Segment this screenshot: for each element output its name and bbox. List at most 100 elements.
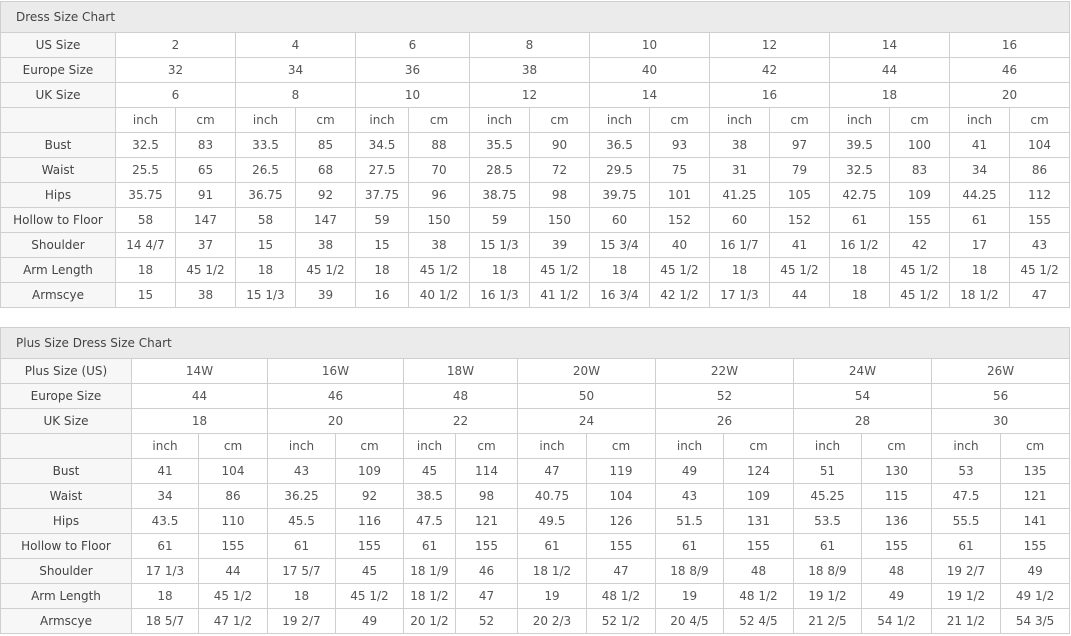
size-cell: 44: [829, 57, 950, 83]
row-label: UK Size: [0, 408, 132, 434]
measurement-cell: 18: [115, 257, 176, 283]
unit-cm: cm: [455, 433, 518, 459]
measurement-cell: 18: [131, 583, 199, 609]
measurement-cell: 38: [295, 232, 356, 258]
measurement-cell: 112: [1008, 182, 1071, 208]
measurement-cell: 15: [235, 232, 296, 258]
size-cell: 12: [709, 32, 830, 58]
measurement-cell: 27.5: [355, 157, 409, 183]
measurement-cell: 61: [267, 533, 336, 559]
measurement-cell: 83: [175, 132, 236, 158]
row-label: UK Size: [0, 82, 116, 108]
measurement-cell: 58: [115, 207, 176, 233]
size-cell: 56: [930, 383, 1071, 409]
measurement-row: Armscye 15 38 15 1/3 39 16 40 1/2 16 1/3 41 1/2 1…: [0, 282, 1071, 308]
measurement-cell: 45 1/2: [889, 257, 950, 283]
measurement-cell: 98: [529, 182, 590, 208]
measurement-row: Bust 32.5 83 33.5 85 34.5 88 35.5 90 36.5 93 38 97 39…: [0, 132, 1071, 158]
size-cell: 20W: [517, 358, 656, 384]
measurement-cell: 36.5: [589, 132, 650, 158]
measurement-cell: 135: [999, 458, 1071, 484]
measurement-cell: 104: [198, 458, 268, 484]
measurement-cell: 45 1/2: [335, 583, 404, 609]
size-cell: 4: [235, 32, 356, 58]
unit-cm: cm: [335, 433, 404, 459]
measurement-row: Arm Length 18 45 1/2 18 45 1/2 18 1/2 47 19 48 1…: [0, 583, 1071, 609]
unit-inch: inch: [267, 433, 336, 459]
size-cell: 20: [267, 408, 404, 434]
measurement-cell: 39: [529, 232, 590, 258]
unit-cm: cm: [889, 107, 950, 133]
size-cell: 44: [131, 383, 268, 409]
measurement-cell: 15 1/3: [235, 282, 296, 308]
size-row: UK Size 18 20 22 24 26 28 30: [0, 408, 1071, 434]
measurement-cell: 39: [295, 282, 356, 308]
size-cell: 52: [655, 383, 794, 409]
size-cell: 40: [589, 57, 710, 83]
measurement-cell: 47: [586, 558, 656, 584]
measurement-cell: 155: [999, 533, 1071, 559]
measurement-cell: 45.5: [267, 508, 336, 534]
unit-inch: inch: [115, 107, 176, 133]
measurement-cell: 41: [131, 458, 199, 484]
unit-row: inch cm inch cm inch cm inch cm inch cm inch cm inch…: [0, 433, 1071, 459]
size-cell: 14: [589, 82, 710, 108]
row-label: Waist: [0, 157, 116, 183]
size-cell: 8: [235, 82, 356, 108]
measurement-cell: 155: [335, 533, 404, 559]
row-label-empty: [0, 107, 116, 133]
measurement-cell: 155: [455, 533, 518, 559]
measurement-cell: 83: [889, 157, 950, 183]
unit-inch: inch: [793, 433, 862, 459]
measurement-cell: 47: [517, 458, 587, 484]
unit-cm: cm: [198, 433, 268, 459]
size-cell: 16: [948, 32, 1071, 58]
measurement-cell: 155: [861, 533, 932, 559]
measurement-cell: 104: [1008, 132, 1071, 158]
size-cell: 36: [355, 57, 470, 83]
measurement-cell: 26.5: [235, 157, 296, 183]
measurement-cell: 14 4/7: [115, 232, 176, 258]
title-row: Plus Size Dress Size Chart: [0, 327, 1071, 359]
measurement-cell: 91: [175, 182, 236, 208]
size-cell: 16: [709, 82, 830, 108]
measurement-cell: 155: [198, 533, 268, 559]
measurement-cell: 61: [517, 533, 587, 559]
measurement-row: Hollow to Floor 61 155 61 155 61 155 61 155 61 155…: [0, 533, 1071, 559]
size-cell: 32: [115, 57, 236, 83]
measurement-cell: 79: [769, 157, 830, 183]
row-label: Hips: [0, 508, 132, 534]
measurement-cell: 49 1/2: [999, 583, 1071, 609]
plus-size-dress-size-chart-table: Plus Size Dress Size Chart Plus Size (US)…: [0, 327, 1071, 634]
measurement-cell: 54 1/2: [861, 608, 932, 634]
row-label: Bust: [0, 132, 116, 158]
measurement-row: Hollow to Floor 58 147 58 147 59 150 59 150 60 152…: [0, 207, 1071, 233]
measurement-cell: 38: [175, 282, 236, 308]
measurement-cell: 45 1/2: [408, 257, 470, 283]
size-row: Plus Size (US) 14W 16W 18W 20W 22W 24W 26W: [0, 358, 1071, 384]
measurement-cell: 18: [267, 583, 336, 609]
measurement-cell: 48: [723, 558, 794, 584]
measurement-cell: 101: [649, 182, 710, 208]
row-label: Waist: [0, 483, 132, 509]
measurement-cell: 86: [198, 483, 268, 509]
size-cell: 8: [469, 32, 590, 58]
measurement-cell: 88: [408, 132, 470, 158]
measurement-cell: 35.75: [115, 182, 176, 208]
measurement-cell: 52 4/5: [723, 608, 794, 634]
dress-size-chart-table: Dress Size Chart US Size 2 4 6 8 10 12 14 16 Europ…: [0, 1, 1071, 308]
measurement-cell: 15 3/4: [589, 232, 650, 258]
measurement-cell: 18: [235, 257, 296, 283]
row-label: Hips: [0, 182, 116, 208]
measurement-cell: 53.5: [793, 508, 862, 534]
measurement-cell: 41.25: [709, 182, 770, 208]
measurement-cell: 96: [408, 182, 470, 208]
measurement-cell: 47 1/2: [198, 608, 268, 634]
measurement-cell: 53: [931, 458, 1001, 484]
measurement-cell: 48 1/2: [586, 583, 656, 609]
measurement-cell: 115: [861, 483, 932, 509]
measurement-cell: 18 1/2: [403, 583, 456, 609]
measurement-cell: 61: [931, 533, 1001, 559]
row-label: Hollow to Floor: [0, 207, 116, 233]
unit-inch: inch: [517, 433, 587, 459]
